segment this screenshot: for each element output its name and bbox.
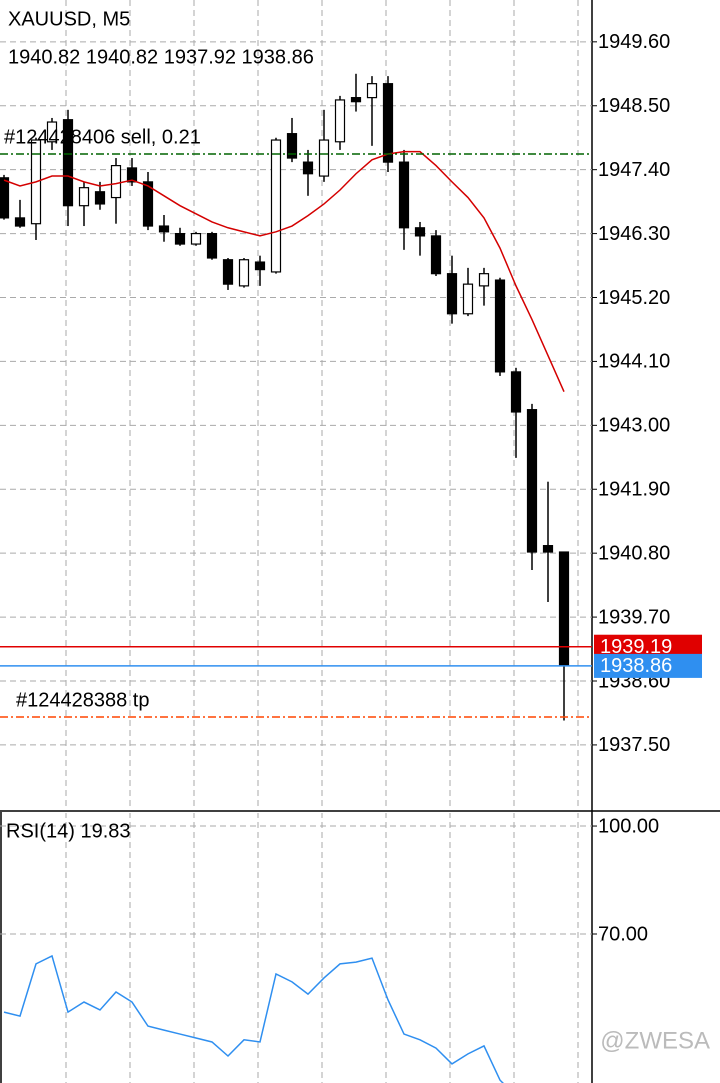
candle-body [94,191,106,205]
price-label: 1938.86 [600,655,672,677]
y-tick-label: 1945.20 [598,287,670,309]
line-series [3,150,565,392]
candle-body [446,273,458,315]
level-label: #124428388 tp [16,689,149,711]
price-plot: #124428406 sell, 0.21 #124428388 tp [0,0,592,810]
candle-body [302,161,314,175]
y-tick-label: 1939.70 [598,606,670,628]
candle-body [62,119,74,207]
y-tick-label: 100.00 [598,815,659,837]
candle-body [254,261,266,271]
y-tick-label: 1944.10 [598,351,670,373]
candle-body [206,232,218,259]
y-tick-label: 1946.30 [598,223,670,245]
ohlc-text: 1940.82 1940.82 1937.92 1938.86 [8,46,314,68]
candle-body [238,259,250,287]
axes: 1949.60 1948.50 1947.40 1946.30 1945.20 1944.… [592,31,702,945]
candle-body [158,225,170,233]
candle-body [46,121,58,143]
candle-body [558,551,570,667]
y-tick-label: 1948.50 [598,95,670,117]
candle-body [126,167,138,183]
y-tick-label: 1937.50 [598,734,670,756]
price-label: 1939.19 [600,636,672,658]
candle-body [526,409,538,553]
candle-body [110,165,122,199]
y-tick-label: 1943.00 [598,415,670,437]
candle-body [318,139,330,177]
y-tick-label: 1940.80 [598,542,670,564]
watermark: @ZWESA [600,1027,710,1054]
candle-body [382,83,394,163]
chart-title: XAUUSD, M5 [8,8,130,30]
rsi-title: RSI(14) 19.83 [6,820,131,842]
level-label: #124428406 sell, 0.21 [4,126,201,148]
y-tick-label: 70.00 [598,923,648,945]
candle-body [78,187,90,207]
candle-body [462,283,474,315]
y-tick-label: 1949.60 [598,31,670,53]
price-label-box [594,653,702,678]
candle-body [542,545,554,553]
candle-body [350,97,362,103]
candle-body [174,232,186,245]
rsi-plot [0,813,592,1083]
line-series [3,954,504,1083]
candle-body [222,259,234,285]
candle-body [478,273,490,287]
candle-body [286,133,298,159]
y-tick-label: 1947.40 [598,159,670,181]
candle-body [334,99,346,143]
candle-body [270,139,282,273]
candle-body [14,217,26,227]
candle-body [190,232,202,245]
y-tick-label: 1941.90 [598,479,670,501]
candle-body [0,177,10,219]
candle-body [430,235,442,275]
candle-body [414,227,426,237]
candle-body [494,279,506,373]
candle-body [398,161,410,229]
candle-body [142,181,154,227]
candle-body [366,83,378,99]
candle-body [510,371,522,413]
